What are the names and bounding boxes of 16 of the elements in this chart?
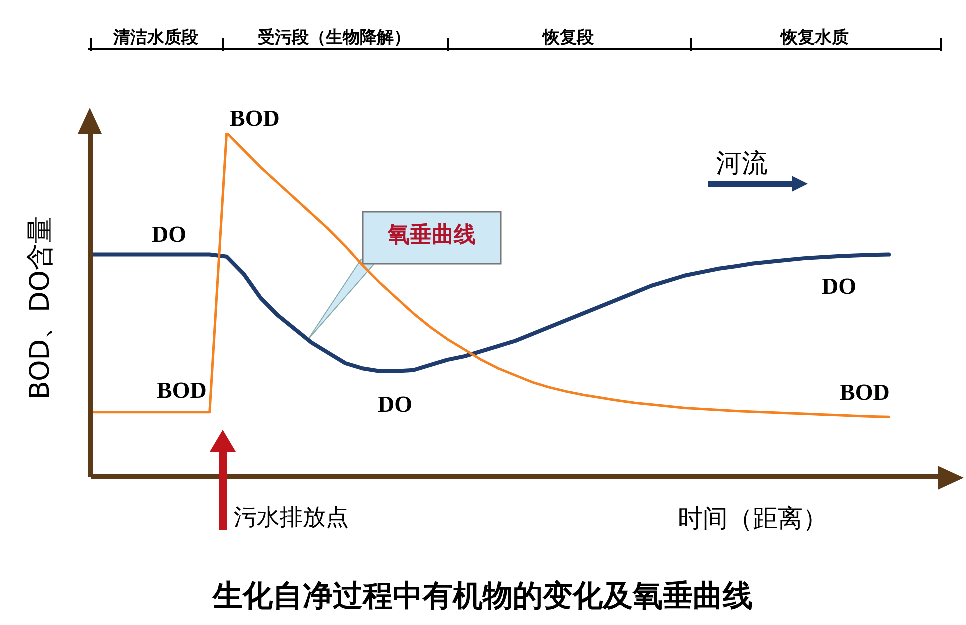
- annotation: 氧垂曲线: [386, 222, 477, 250]
- text: 恢复水质: [779, 27, 850, 49]
- text: 受污段（生物降解）: [257, 27, 412, 49]
- text: BOD: [230, 106, 280, 131]
- text: DO: [378, 392, 412, 417]
- text: 恢复段: [541, 27, 595, 49]
- text: 生化自净过程中有机物的变化及氧垂曲线: [211, 579, 754, 615]
- y-axis-title: BOD、DO含量: [24, 216, 57, 400]
- text: 污水排放点: [234, 504, 349, 533]
- x-axis-title: 时间（距离）: [678, 503, 828, 535]
- text: 清洁水质段: [112, 27, 200, 49]
- text: BOD: [840, 380, 890, 405]
- text: DO: [822, 274, 856, 299]
- series-label: DO: [152, 222, 186, 248]
- series-label: BOD: [157, 378, 207, 404]
- annotation: 河流: [716, 148, 768, 181]
